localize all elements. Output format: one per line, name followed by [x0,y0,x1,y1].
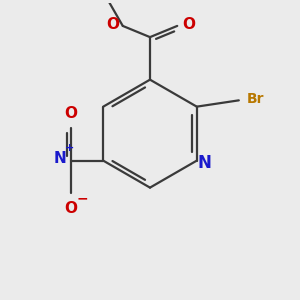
Text: O: O [64,106,77,121]
Text: +: + [65,143,74,153]
Text: Br: Br [246,92,264,106]
Text: N: N [53,152,66,166]
Text: N: N [198,154,212,172]
Text: O: O [106,17,119,32]
Text: O: O [182,17,195,32]
Text: O: O [64,200,77,215]
Text: −: − [76,191,88,205]
